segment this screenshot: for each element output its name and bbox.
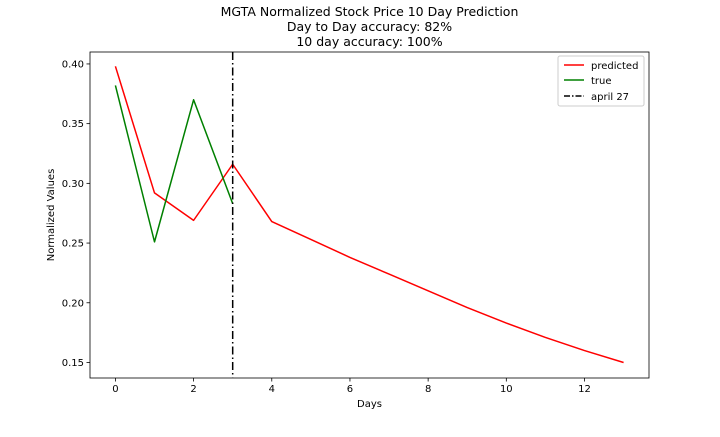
- chart-title-line-1: MGTA Normalized Stock Price 10 Day Predi…: [221, 4, 519, 19]
- x-tick-label: 2: [190, 384, 196, 395]
- legend-label-true: true: [591, 76, 612, 87]
- x-tick-label: 4: [269, 384, 275, 395]
- legend-label-april-27: april 27: [591, 92, 629, 103]
- axes: 0 2 4 6 8 10 12 0.15 0.20 0.25 0.30 0.35 0.40: [62, 51, 650, 395]
- y-tick-label: 0.35: [62, 119, 84, 130]
- axes-frame: [89, 51, 650, 379]
- series-line-predicted: [114, 66, 624, 364]
- chart-title-line-2: Day to Day accuracy: 82%: [287, 19, 452, 34]
- y-tick-label: 0.30: [62, 179, 84, 190]
- x-tick-label: 10: [500, 384, 513, 395]
- x-tick-label: 6: [347, 384, 353, 395]
- y-tick-label: 0.15: [62, 358, 84, 369]
- x-tick-label: 12: [578, 384, 591, 395]
- legend-frame: [557, 55, 645, 107]
- y-axis-label: Normalized Values: [46, 169, 57, 262]
- x-tick-label: 8: [425, 384, 431, 395]
- legend-label-predicted: predicted: [591, 61, 638, 72]
- series-line-true: [114, 85, 234, 243]
- y-tick-label: 0.25: [62, 239, 84, 250]
- x-tick-label: 0: [112, 384, 118, 395]
- x-axis-label: Days: [357, 399, 382, 410]
- legend: predicted true april 27: [557, 55, 645, 107]
- y-tick-label: 0.20: [62, 298, 84, 309]
- plot-area: [114, 52, 624, 378]
- y-tick-label: 0.40: [62, 59, 84, 70]
- chart-title-line-3: 10 day accuracy: 100%: [296, 34, 442, 49]
